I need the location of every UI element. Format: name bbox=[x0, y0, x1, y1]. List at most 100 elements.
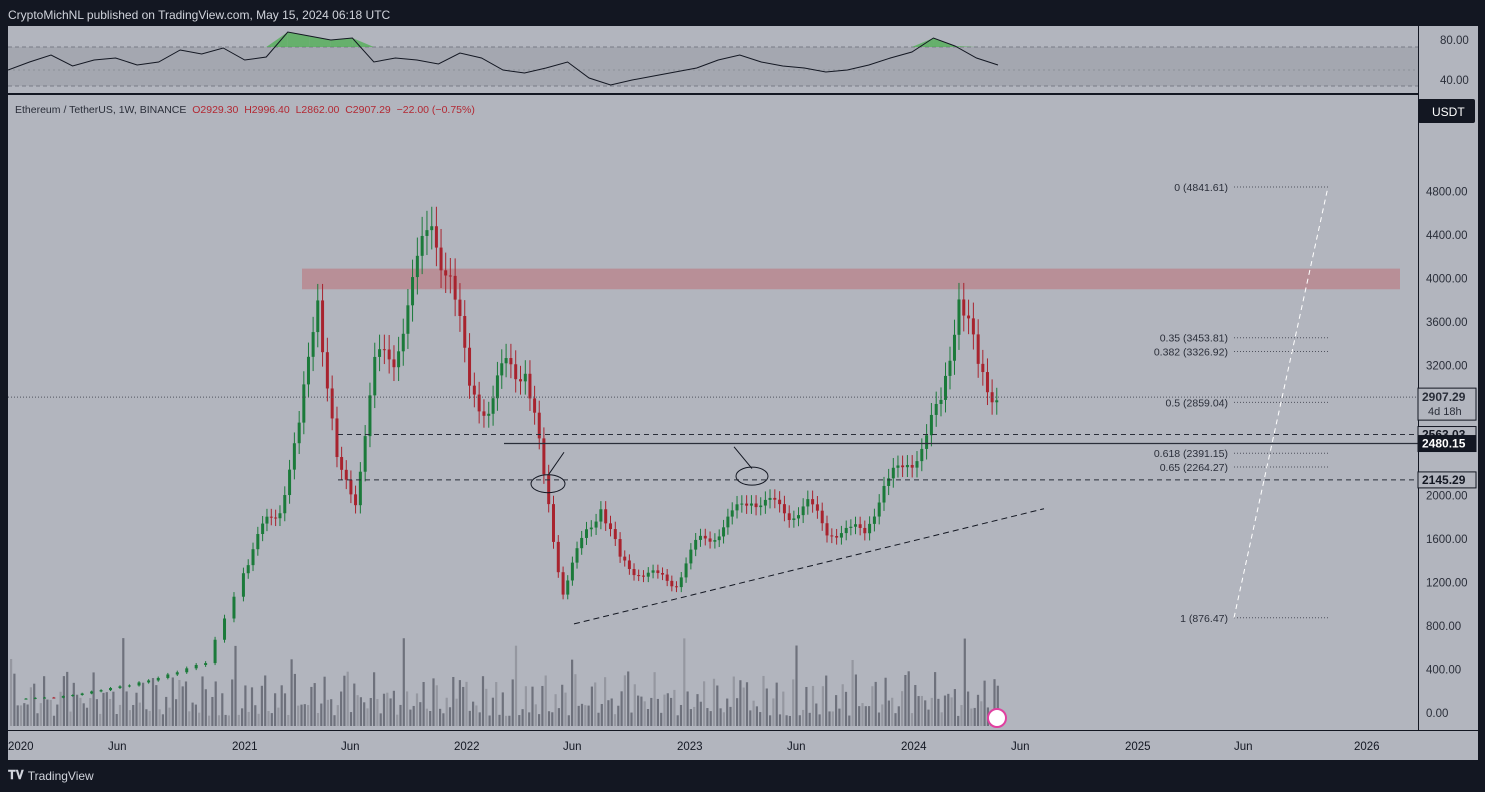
candle-body[interactable] bbox=[340, 457, 344, 470]
candle-body[interactable] bbox=[726, 516, 730, 528]
candle-body[interactable] bbox=[373, 356, 377, 396]
candle-body[interactable] bbox=[482, 411, 486, 416]
candle-body[interactable] bbox=[868, 523, 872, 534]
candle-body[interactable] bbox=[430, 226, 434, 231]
candle-body[interactable] bbox=[670, 580, 674, 587]
candle-body[interactable] bbox=[256, 534, 260, 550]
candle-body[interactable] bbox=[316, 300, 320, 333]
candle-body[interactable] bbox=[920, 448, 924, 462]
candle-body[interactable] bbox=[232, 596, 236, 619]
candle-body[interactable] bbox=[542, 438, 546, 475]
candle-body[interactable] bbox=[679, 577, 683, 588]
candle-body[interactable] bbox=[448, 275, 452, 277]
candle-body[interactable] bbox=[801, 506, 805, 516]
candle-body[interactable] bbox=[566, 580, 570, 595]
candle-body[interactable] bbox=[463, 316, 467, 348]
candle-body[interactable] bbox=[246, 565, 250, 574]
symbol-legend[interactable]: Ethereum / TetherUS, 1W, BINANCE O2929.3… bbox=[15, 104, 475, 116]
candle-body[interactable] bbox=[368, 395, 372, 437]
candle-body[interactable] bbox=[825, 523, 829, 536]
candle-body[interactable] bbox=[608, 523, 612, 530]
candle-body[interactable] bbox=[967, 315, 971, 319]
candle-body[interactable] bbox=[425, 230, 429, 236]
candle-body[interactable] bbox=[325, 352, 329, 389]
candle-body[interactable] bbox=[594, 521, 598, 528]
candle-body[interactable] bbox=[792, 518, 796, 521]
candle-body[interactable] bbox=[570, 562, 574, 581]
candle-body[interactable] bbox=[392, 359, 396, 368]
candle-body[interactable] bbox=[344, 469, 348, 480]
candle-body[interactable] bbox=[434, 226, 438, 248]
candle-body[interactable] bbox=[971, 318, 975, 335]
candle-body[interactable] bbox=[905, 464, 909, 468]
candle-body[interactable] bbox=[604, 509, 608, 524]
candle-body[interactable] bbox=[204, 663, 208, 666]
candle-body[interactable] bbox=[397, 351, 401, 368]
candle-body[interactable] bbox=[561, 572, 565, 595]
candle-body[interactable] bbox=[637, 575, 641, 577]
candle-body[interactable] bbox=[806, 499, 810, 507]
candle-body[interactable] bbox=[952, 334, 956, 361]
candle-body[interactable] bbox=[943, 375, 947, 400]
candle-body[interactable] bbox=[948, 360, 952, 376]
candle-body[interactable] bbox=[71, 694, 75, 697]
candle-body[interactable] bbox=[957, 299, 961, 335]
chart-canvas[interactable]: 80.00 40.00 0 (4841.61) 0.35 (3453.81) 0.382… bbox=[8, 26, 1478, 760]
candle-body[interactable] bbox=[382, 349, 386, 351]
candle-body[interactable] bbox=[109, 687, 113, 691]
candle-body[interactable] bbox=[787, 513, 791, 521]
candle-body[interactable] bbox=[147, 680, 151, 683]
candle-body[interactable] bbox=[387, 349, 391, 360]
candle-body[interactable] bbox=[24, 698, 28, 700]
candle-body[interactable] bbox=[811, 499, 815, 505]
candle-body[interactable] bbox=[487, 413, 491, 416]
candle-body[interactable] bbox=[533, 398, 537, 413]
candle-body[interactable] bbox=[297, 422, 301, 444]
candle-body[interactable] bbox=[420, 235, 424, 256]
candle-body[interactable] bbox=[43, 697, 47, 699]
candle-body[interactable] bbox=[632, 569, 636, 576]
candle-body[interactable] bbox=[311, 332, 315, 357]
candle-body[interactable] bbox=[651, 570, 655, 573]
candle-body[interactable] bbox=[730, 510, 734, 517]
candle-body[interactable] bbox=[849, 526, 853, 528]
candle-body[interactable] bbox=[547, 474, 551, 505]
candle-body[interactable] bbox=[925, 435, 929, 449]
candle-body[interactable] bbox=[99, 690, 103, 692]
candle-body[interactable] bbox=[854, 524, 858, 527]
candle-body[interactable] bbox=[288, 469, 292, 496]
candle-body[interactable] bbox=[330, 388, 334, 419]
candle-body[interactable] bbox=[551, 504, 555, 542]
candle-body[interactable] bbox=[504, 358, 508, 364]
candle-body[interactable] bbox=[80, 693, 84, 695]
candle-body[interactable] bbox=[896, 465, 900, 468]
candle-body[interactable] bbox=[985, 372, 989, 393]
candle-body[interactable] bbox=[411, 277, 415, 306]
candle-body[interactable] bbox=[61, 696, 65, 698]
chart-frame[interactable]: Ethereum / TetherUS, 1W, BINANCE O2929.3… bbox=[8, 26, 1478, 760]
candle-body[interactable] bbox=[321, 300, 325, 353]
candle-body[interactable] bbox=[703, 535, 707, 539]
candle-body[interactable] bbox=[797, 515, 801, 519]
candle-body[interactable] bbox=[882, 485, 886, 503]
candle-body[interactable] bbox=[939, 399, 943, 404]
candle-body[interactable] bbox=[401, 333, 405, 352]
candle-body[interactable] bbox=[910, 464, 914, 468]
candle-body[interactable] bbox=[613, 529, 617, 540]
candle-body[interactable] bbox=[519, 379, 523, 382]
candle-body[interactable] bbox=[274, 517, 278, 519]
lightning-icon[interactable] bbox=[987, 708, 1007, 728]
candle-body[interactable] bbox=[261, 523, 265, 535]
candle-body[interactable] bbox=[782, 504, 786, 514]
candle-body[interactable] bbox=[981, 363, 985, 373]
candle-body[interactable] bbox=[717, 536, 721, 541]
candle-body[interactable] bbox=[458, 299, 462, 317]
candle-body[interactable] bbox=[354, 494, 358, 506]
candle-body[interactable] bbox=[661, 573, 665, 575]
candle-body[interactable] bbox=[708, 538, 712, 542]
candle-body[interactable] bbox=[962, 299, 966, 316]
candle-body[interactable] bbox=[934, 403, 938, 415]
marker-circle[interactable] bbox=[530, 474, 566, 494]
candle-body[interactable] bbox=[439, 247, 443, 271]
candle-body[interactable] bbox=[278, 513, 282, 519]
